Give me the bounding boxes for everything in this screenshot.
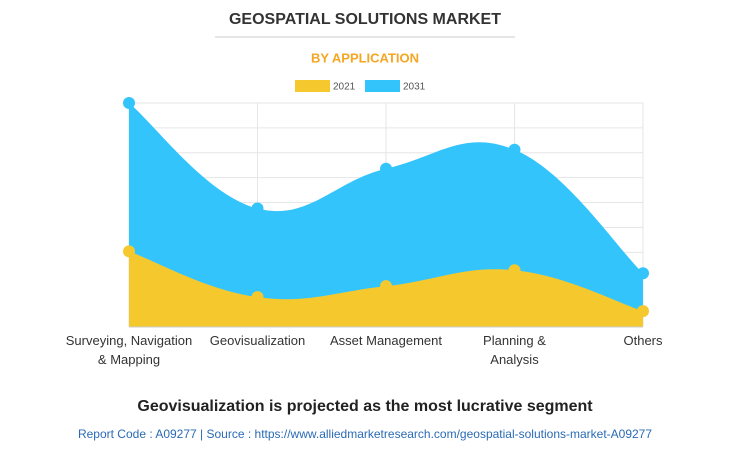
x-tick-label: Surveying, Navigation & Mapping	[66, 333, 192, 367]
source: Report Code : A09277 | Source : https://…	[78, 427, 652, 441]
point	[637, 305, 649, 318]
x-tick-label: Asset Management	[330, 333, 442, 348]
point	[380, 280, 392, 293]
chart-title: GEOSPATIAL SOLUTIONS MARKET	[229, 11, 501, 28]
point	[251, 202, 264, 215]
x-tick-label: Geovisualization	[210, 333, 305, 348]
point	[251, 291, 264, 304]
point	[123, 97, 135, 109]
x-tick-label: Others	[623, 333, 663, 348]
legend-swatch	[295, 80, 330, 92]
point	[637, 267, 649, 280]
annotation: Geovisualization is projected as the mos…	[137, 398, 593, 415]
legend-swatch	[365, 80, 400, 92]
point	[123, 245, 135, 258]
x-tick-label: Planning & Analysis	[483, 333, 546, 367]
legend-label: 2021	[333, 82, 356, 93]
chart-subtitle: BY APPLICATION	[311, 50, 419, 65]
point	[380, 162, 392, 175]
point	[508, 143, 521, 156]
point	[508, 264, 521, 277]
legend-label: 2031	[403, 82, 426, 93]
